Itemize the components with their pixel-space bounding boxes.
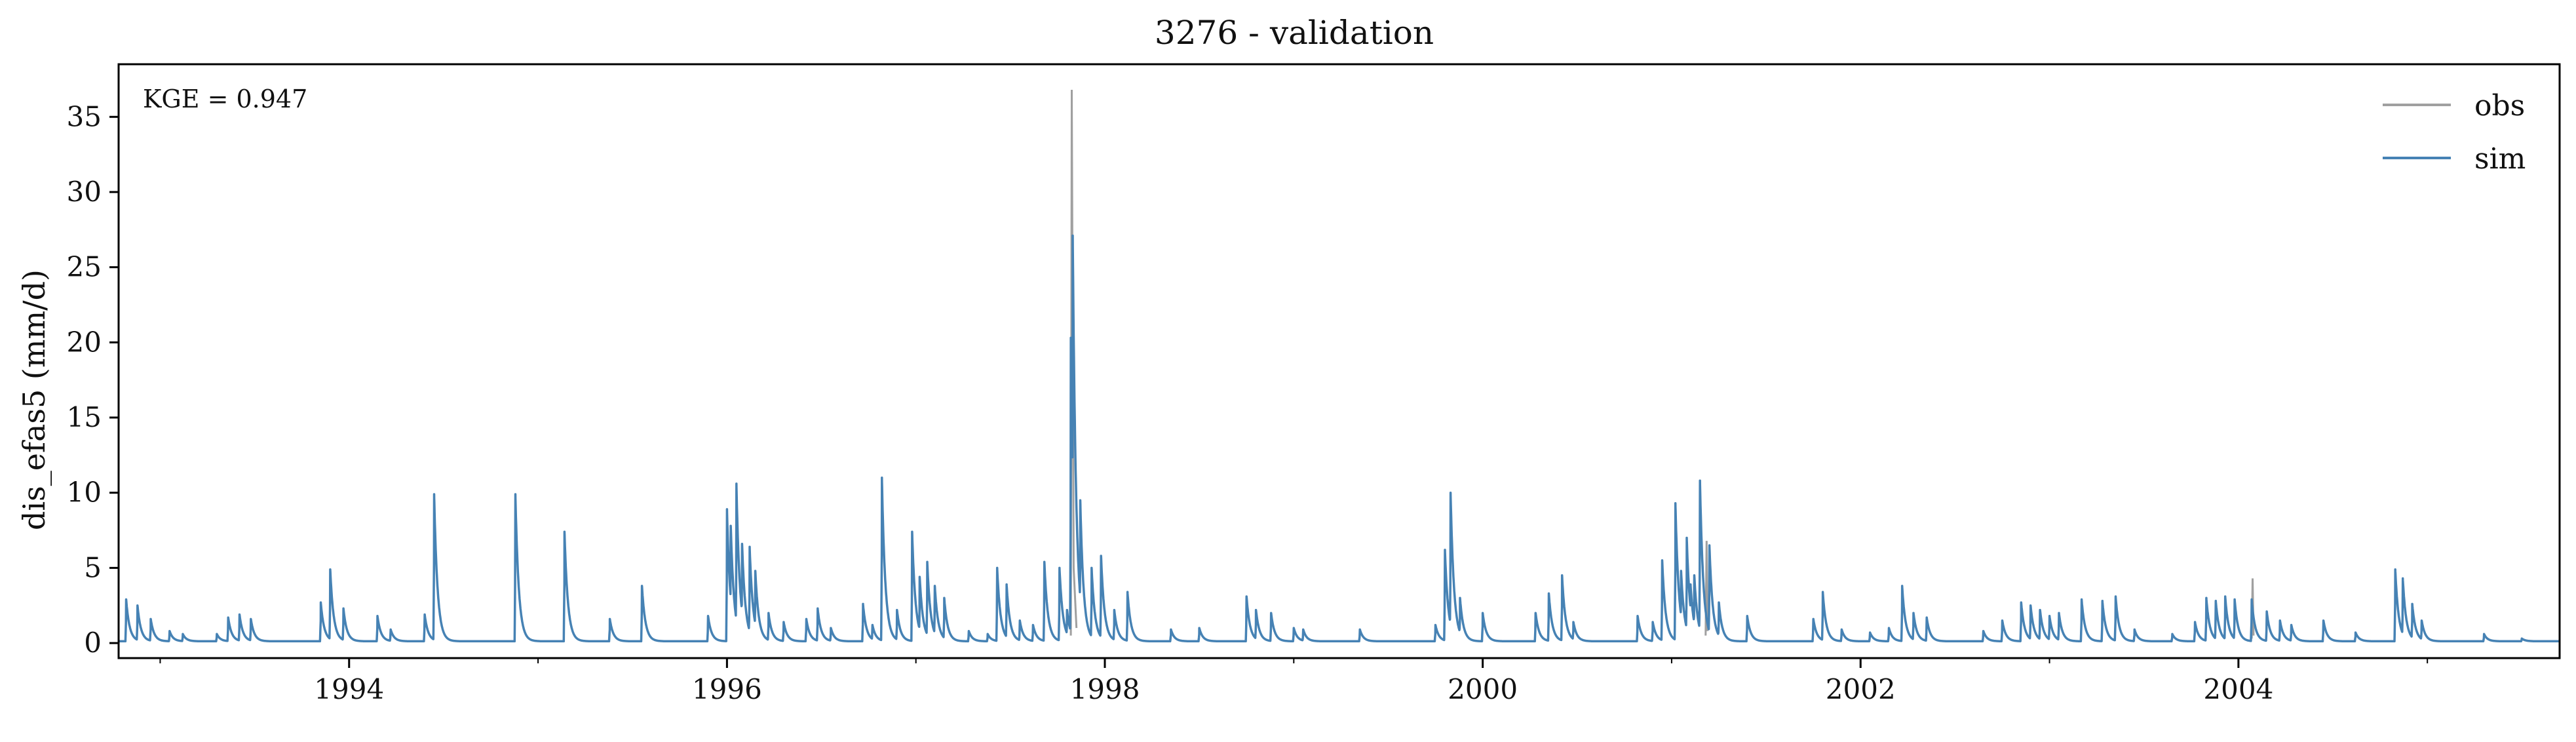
series-obs-line xyxy=(1069,89,2255,639)
x-tick-label: 2000 xyxy=(1448,673,1518,705)
legend: obs sim xyxy=(2383,89,2526,176)
y-tick-label: 0 xyxy=(84,627,102,659)
plot-area xyxy=(117,63,2561,659)
plot-frame xyxy=(117,63,2561,659)
y-tick-label: 10 xyxy=(67,477,102,509)
x-tick-label: 2002 xyxy=(1826,673,1896,705)
legend-label-sim: sim xyxy=(2474,142,2526,176)
y-tick-label: 35 xyxy=(67,100,102,132)
kge-annotation: KGE = 0.947 xyxy=(143,85,307,113)
y-axis-label: dis_efas5 (mm/d) xyxy=(16,269,52,530)
y-tick-label: 5 xyxy=(84,551,102,583)
chart-title: 3276 - validation xyxy=(1155,14,1434,52)
x-tick-label: 1996 xyxy=(692,673,762,705)
legend-label-obs: obs xyxy=(2474,89,2525,123)
y-axis: 0 5 10 15 20 25 30 35 xyxy=(67,100,119,659)
series-layer xyxy=(117,89,2561,643)
y-tick-label: 30 xyxy=(67,176,102,208)
y-tick-label: 15 xyxy=(67,401,102,433)
x-tick-label: 2004 xyxy=(2203,673,2273,705)
x-tick-label: 1994 xyxy=(314,673,384,705)
x-axis: 1994 1996 1998 2000 2002 2004 xyxy=(159,658,2429,705)
y-tick-label: 20 xyxy=(67,326,102,358)
series-sim-line xyxy=(117,234,2561,643)
x-tick-label: 1998 xyxy=(1070,673,1140,705)
y-tick-label: 25 xyxy=(67,251,102,283)
